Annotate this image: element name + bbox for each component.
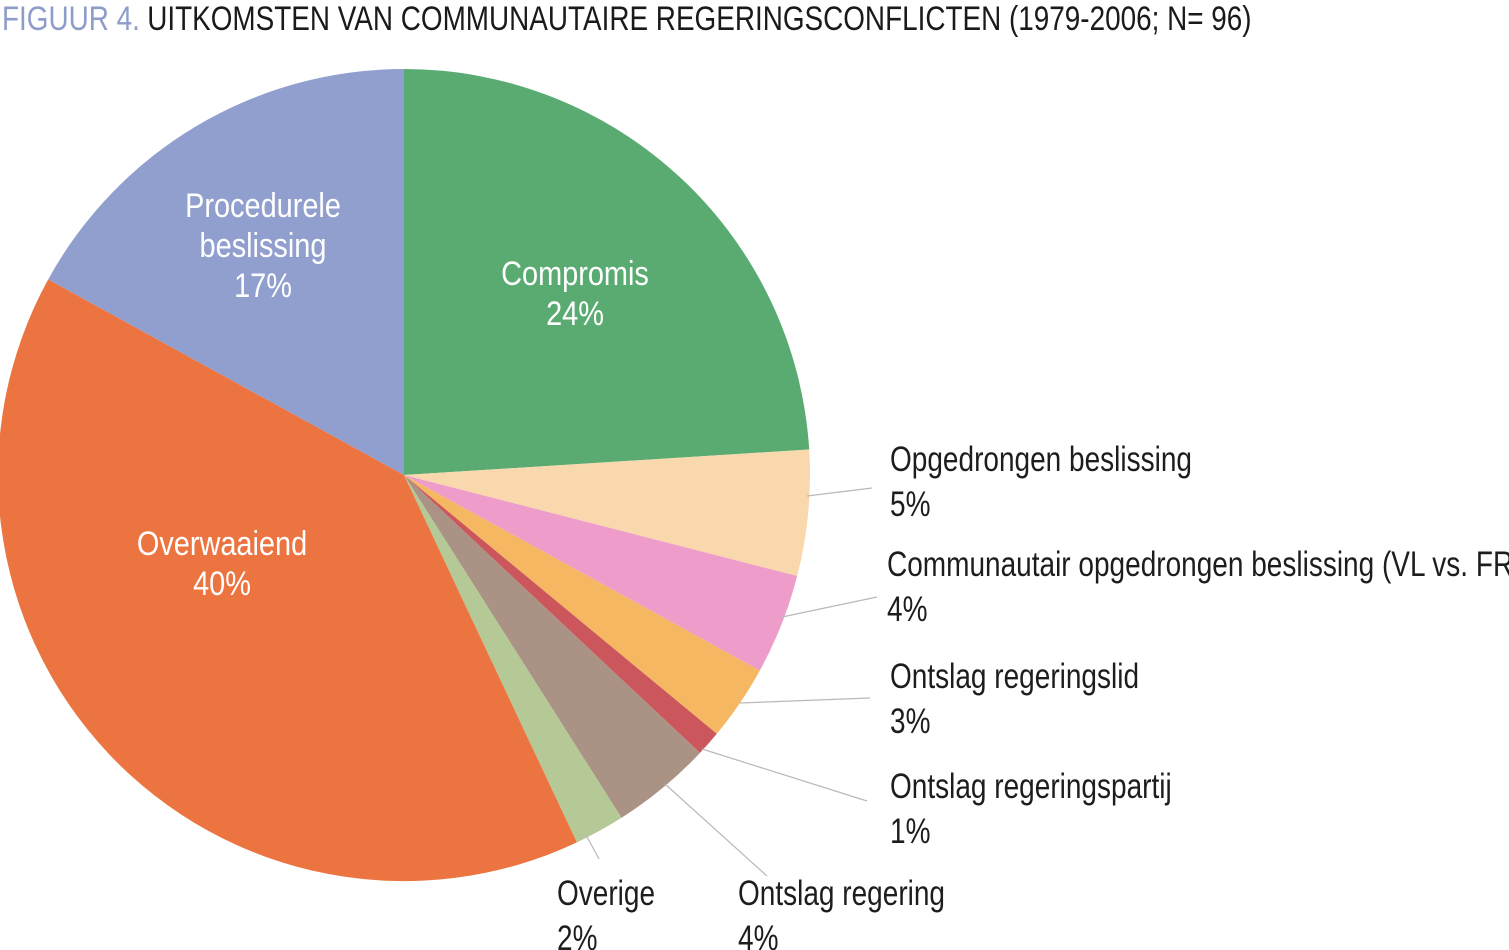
figure-title: FIGUUR 4. UITKOMSTEN VAN COMMUNAUTAIRE RE… (2, 0, 1252, 38)
pie-slice-compromis (404, 69, 810, 475)
slice-label-procedurele-beslissing: Procedurele beslissing 17% (170, 186, 357, 306)
pie-slice-ontslag-regering (404, 475, 700, 818)
callout-label-communautair-opgedrongen-beslissing: Communautair opgedrongen beslissing (VL … (887, 542, 1509, 632)
slice-label-overwaaiend: Overwaaiend 40% (129, 524, 316, 604)
callout-label-text: Ontslag regering (738, 874, 946, 913)
leader-line-ontslag-regeringspartij (701, 748, 868, 802)
callout-pct-text: 1% (890, 812, 931, 851)
callout-label-ontslag-regeringspartij: Ontslag regeringspartij 1% (890, 764, 1172, 854)
callout-pct-text: 5% (890, 485, 931, 524)
pie-slice-opgedrongen-beslissing (404, 449, 810, 576)
callout-label-overige: Overige 2% (557, 871, 655, 950)
callout-label-text: Communautair opgedrongen beslissing (VL … (887, 545, 1509, 584)
pie-slice-ontslag-regeringslid (404, 475, 760, 734)
pie-slice-communautair-opgedrongen-beslissing-vl-vs-fr (404, 475, 798, 671)
pie-slice-overige (404, 475, 622, 843)
callout-pct-text: 4% (887, 590, 928, 629)
pie-slice-overwaaiend (0, 279, 577, 882)
callout-label-ontslag-regeringslid: Ontslag regeringslid 3% (890, 654, 1139, 744)
slice-label-compromis: Compromis 24% (482, 254, 669, 334)
slice-label-text: Overwaaiend (136, 525, 308, 563)
pie-slice-procedurele-beslissing (48, 68, 404, 475)
slice-label-text: Procedurele beslissing (185, 187, 341, 265)
slice-label-text: Compromis (501, 255, 649, 293)
callout-label-ontslag-regering: Ontslag regering 4% (738, 871, 945, 950)
callout-label-text: Ontslag regeringslid (890, 657, 1140, 696)
callout-pct-text: 4% (738, 919, 779, 950)
callout-label-text: Ontslag regeringspartij (890, 767, 1172, 806)
callout-label-text: Overige (557, 874, 656, 913)
leader-line-communautair-opgedrongen-beslissing-vl-vs-fr (781, 596, 878, 618)
leader-line-overige (585, 834, 600, 860)
pie-slice-ontslag-regeringspartij (404, 475, 717, 753)
callout-pct-text: 2% (557, 919, 598, 950)
callout-label-text: Opgedrongen beslissing (890, 440, 1192, 479)
leader-line-opgedrongen-beslissing (806, 487, 873, 497)
leader-line-ontslag-regering (664, 783, 768, 877)
callout-pct-text: 3% (890, 702, 931, 741)
slice-pct-text: 40% (193, 565, 251, 603)
callout-label-opgedrongen-beslissing: Opgedrongen beslissing 5% (890, 437, 1192, 527)
figure-number-label: FIGUUR 4. (2, 0, 140, 38)
slice-pct-text: 24% (546, 295, 604, 333)
leader-line-ontslag-regeringslid (739, 697, 871, 704)
figure-title-text: UITKOMSTEN VAN COMMUNAUTAIRE REGERINGSCO… (147, 0, 1252, 38)
slice-pct-text: 17% (234, 267, 292, 305)
